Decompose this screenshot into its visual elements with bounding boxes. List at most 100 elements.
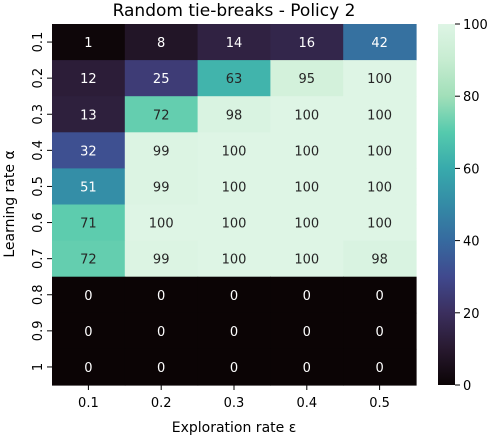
x-axis-ticks: 0.1 0.2 0.3 0.4 0.5 [78,385,390,411]
heatmap-cell-0.5-0.4 [270,168,344,206]
heatmap-cell-0.1-0.5 [343,24,417,61]
cell-value-label: 42 [371,36,388,51]
cell-value-label: 99 [153,253,170,268]
heatmap-cell-0.7-0.4 [270,240,344,278]
cell-value-label: 51 [80,180,97,195]
cell-value-label: 100 [149,217,174,232]
heatmap-cell-0.8-0.3 [197,276,271,314]
heatmap-cell-0.5-0.5 [343,168,417,206]
heatmap-cell-0.6-0.4 [270,204,344,242]
y-tick-label: 0.5 [31,176,46,197]
colorbar-tick-label: 20 [463,307,480,322]
heatmap-cell-0.3-0.2 [124,96,199,133]
heatmap-cell-0.4-0.1 [52,132,126,169]
cell-value-label: 0 [230,361,238,376]
cell-value-label: 99 [153,144,170,159]
cell-value-label: 100 [367,144,392,159]
cell-value-label: 100 [294,217,319,232]
cell-value-label: 0 [157,361,165,376]
chart-title: Random tie-breaks - Policy 2 [113,1,356,21]
heatmap-cell-0.6-0.1 [52,204,126,242]
heatmap-cell-1-0.5 [343,348,417,386]
cell-value-label: 63 [226,72,243,87]
heatmap-cell-0.6-0.2 [124,204,199,242]
cell-value-label: 0 [375,361,383,376]
cell-value-label: 100 [222,253,247,268]
heatmap-cell-0.6-0.3 [197,204,271,242]
cell-value-label: 100 [294,253,319,268]
cell-value-label: 14 [226,36,243,51]
heatmap-cell-0.7-0.1 [52,240,126,278]
heatmap-cell-1-0.1 [52,348,126,386]
cell-value-label: 16 [299,36,316,51]
heatmap-cell-0.2-0.1 [52,60,126,97]
cell-value-label: 0 [230,289,238,304]
colorbar [438,24,455,385]
cell-value-label: 0 [157,325,165,340]
y-tick-label: 0.7 [31,248,46,269]
cell-value-label: 100 [294,144,319,159]
cell-value-label: 98 [226,108,243,123]
heatmap-cell-0.8-0.5 [343,276,417,314]
cell-value-label: 98 [371,253,388,268]
cell-value-label: 72 [153,108,170,123]
heatmap-cell-0.1-0.3 [197,24,271,61]
y-tick-label: 0.6 [31,212,46,233]
colorbar-tick-label: 40 [463,235,480,250]
heatmap-cell-0.1-0.1 [52,24,126,61]
cell-value-label: 100 [294,108,319,123]
cell-value-label: 0 [303,289,311,304]
heatmap-cell-0.8-0.2 [124,276,199,314]
heatmap-cell-0.1-0.4 [270,24,344,61]
heatmap-cell-1-0.2 [124,348,199,386]
cell-value-label: 100 [367,180,392,195]
colorbar-tick-label: 100 [463,18,488,33]
cell-value-label: 72 [80,253,97,268]
heatmap-cell-0.2-0.4 [270,60,344,97]
x-tick-label: 0.2 [151,396,172,411]
heatmap-cells [52,24,417,386]
cell-value-label: 0 [230,325,238,340]
y-tick-label: 0.4 [31,140,46,161]
heatmap-cell-0.4-0.2 [124,132,199,169]
cell-value-label: 100 [367,72,392,87]
cell-value-label: 0 [157,289,165,304]
cell-value-label: 0 [84,289,92,304]
heatmap-cell-labels: 1 8 14 16 42 12 25 63 95 100 13 72 98 100 100 32 99 100 10… [80,36,392,376]
heatmap-cell-0.7-0.2 [124,240,199,278]
x-tick-label: 0.5 [369,396,390,411]
cell-value-label: 95 [299,72,316,87]
cell-value-label: 100 [367,108,392,123]
cell-value-label: 100 [367,217,392,232]
y-tick-label: 0.9 [31,321,46,342]
heatmap-cell-0.3-0.5 [343,96,417,133]
y-tick-label: 1 [31,363,46,371]
y-tick-label: 0.1 [31,32,46,53]
heatmap-cell-0.2-0.5 [343,60,417,97]
cell-value-label: 0 [84,325,92,340]
x-axis-label: Exploration rate ε [172,420,297,436]
cell-value-label: 100 [222,217,247,232]
cell-value-label: 0 [303,361,311,376]
heatmap-cell-0.5-0.2 [124,168,199,206]
heatmap-cell-0.8-0.4 [270,276,344,314]
heatmap-cell-0.9-0.1 [52,312,126,350]
heatmap-cell-0.5-0.1 [52,168,126,206]
heatmap-cell-0.2-0.2 [124,60,199,97]
cell-value-label: 25 [153,72,170,87]
cell-value-label: 32 [80,144,97,159]
heatmap-cell-0.7-0.3 [197,240,271,278]
heatmap-cell-0.6-0.5 [343,204,417,242]
cell-value-label: 8 [157,36,165,51]
cell-value-label: 0 [375,325,383,340]
heatmap-cell-0.9-0.5 [343,312,417,350]
y-tick-label: 0.8 [31,284,46,305]
heatmap-cell-0.4-0.5 [343,132,417,169]
heatmap-cell-0.9-0.3 [197,312,271,350]
x-tick-label: 0.4 [296,396,317,411]
colorbar-tick-label: 80 [463,90,480,105]
heatmap-cell-0.3-0.3 [197,96,271,133]
cell-value-label: 100 [222,180,247,195]
heatmap-cell-0.3-0.1 [52,96,126,133]
